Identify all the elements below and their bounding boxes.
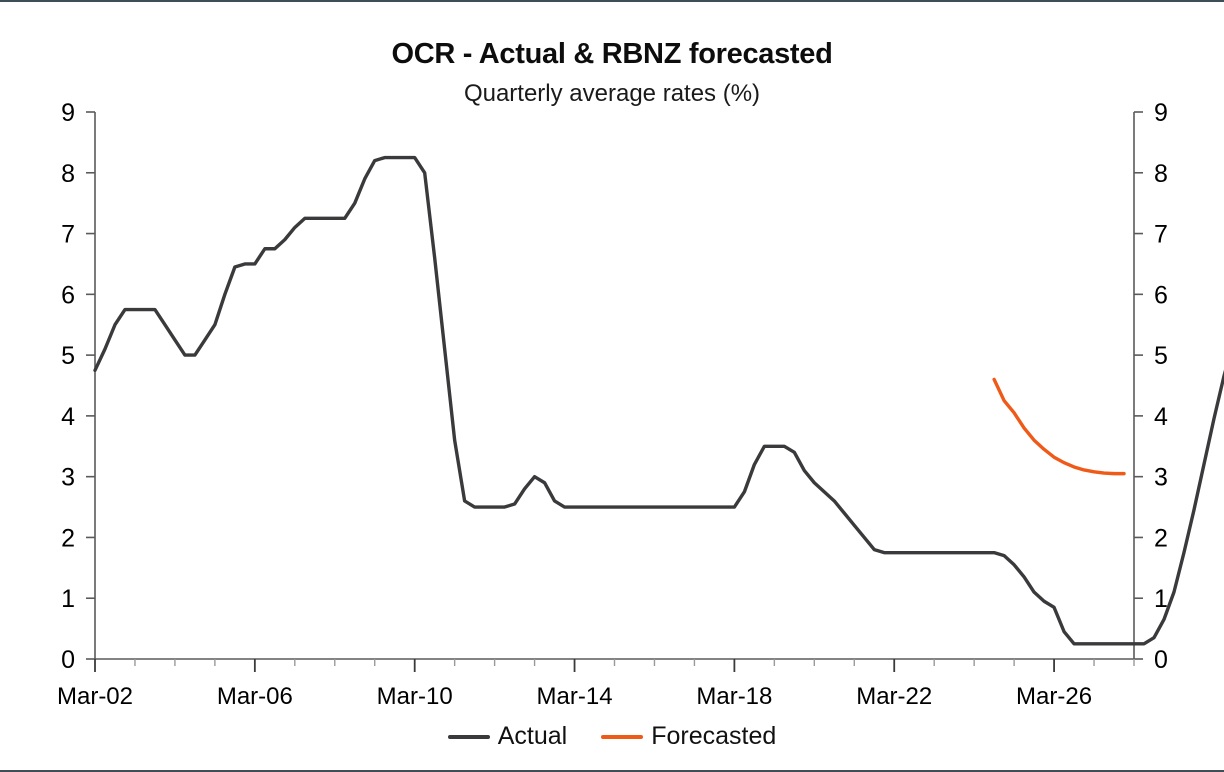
y-tick-label-right: 5 [1154, 342, 1168, 370]
right-y-axis: 0 1 2 3 4 5 6 7 8 9 [1133, 99, 1168, 674]
y-tick-label-left: 9 [61, 99, 75, 127]
x-tick-label: Mar-26 [1016, 683, 1092, 710]
legend-label-forecasted: Forecasted [651, 722, 777, 750]
y-tick-label-left: 4 [61, 403, 75, 431]
y-tick-label-left: 2 [61, 524, 75, 552]
legend-swatch-actual [447, 734, 490, 739]
y-tick-label-right: 7 [1154, 221, 1168, 249]
x-tick-label: Mar-02 [57, 683, 133, 710]
x-tick-label: Mar-06 [217, 683, 293, 710]
x-tick-label: Mar-10 [377, 683, 453, 710]
legend-item-actual[interactable]: Actual [447, 722, 568, 750]
series-line-actual [93, 155, 1224, 646]
chart-subtitle: Quarterly average rates (%) [463, 80, 761, 107]
y-tick-label-left: 1 [61, 585, 75, 613]
legend-swatch-forecasted [601, 734, 644, 739]
y-tick-label-left: 3 [61, 464, 75, 492]
x-axis: Mar-02 Mar-06 Mar-10 Mar-14 Mar-18 Mar-22 Mar-… [57, 658, 1135, 710]
y-tick-label-right: 3 [1154, 464, 1168, 492]
x-tick-label: Mar-14 [537, 683, 613, 710]
y-tick-label-left: 8 [61, 160, 75, 188]
y-tick-label-right: 1 [1154, 585, 1168, 613]
chart-legend: Actual Forecasted [0, 724, 1224, 749]
y-tick-label-right: 0 [1154, 646, 1168, 674]
series-lines [93, 155, 1224, 646]
left-y-axis: 0 1 2 3 4 5 6 7 8 9 [61, 99, 96, 674]
page-title: OCR - Actual & RBNZ forecasted [391, 38, 833, 70]
x-tick-label: Mar-22 [856, 683, 932, 710]
y-tick-label-right: 9 [1154, 99, 1168, 127]
legend-label-actual: Actual [497, 722, 568, 750]
x-tick-label: Mar-18 [696, 683, 772, 710]
legend-item-forecasted[interactable]: Forecasted [601, 724, 776, 749]
y-tick-label-left: 0 [61, 646, 75, 674]
y-tick-label-left: 7 [61, 221, 75, 249]
y-tick-label-left: 6 [61, 281, 75, 309]
y-tick-label-right: 8 [1154, 160, 1168, 188]
series-line-forecasted [992, 377, 1126, 476]
y-tick-label-left: 5 [61, 342, 75, 370]
ocr-line-chart: 0 1 2 3 4 5 6 7 8 9 0 1 2 3 4 5 6 7 8 9 Mar-02 Mar-06 Mar-10… [57, 99, 1224, 710]
y-tick-label-right: 6 [1154, 281, 1168, 309]
y-tick-label-right: 2 [1154, 524, 1168, 552]
y-tick-label-right: 4 [1154, 403, 1168, 431]
